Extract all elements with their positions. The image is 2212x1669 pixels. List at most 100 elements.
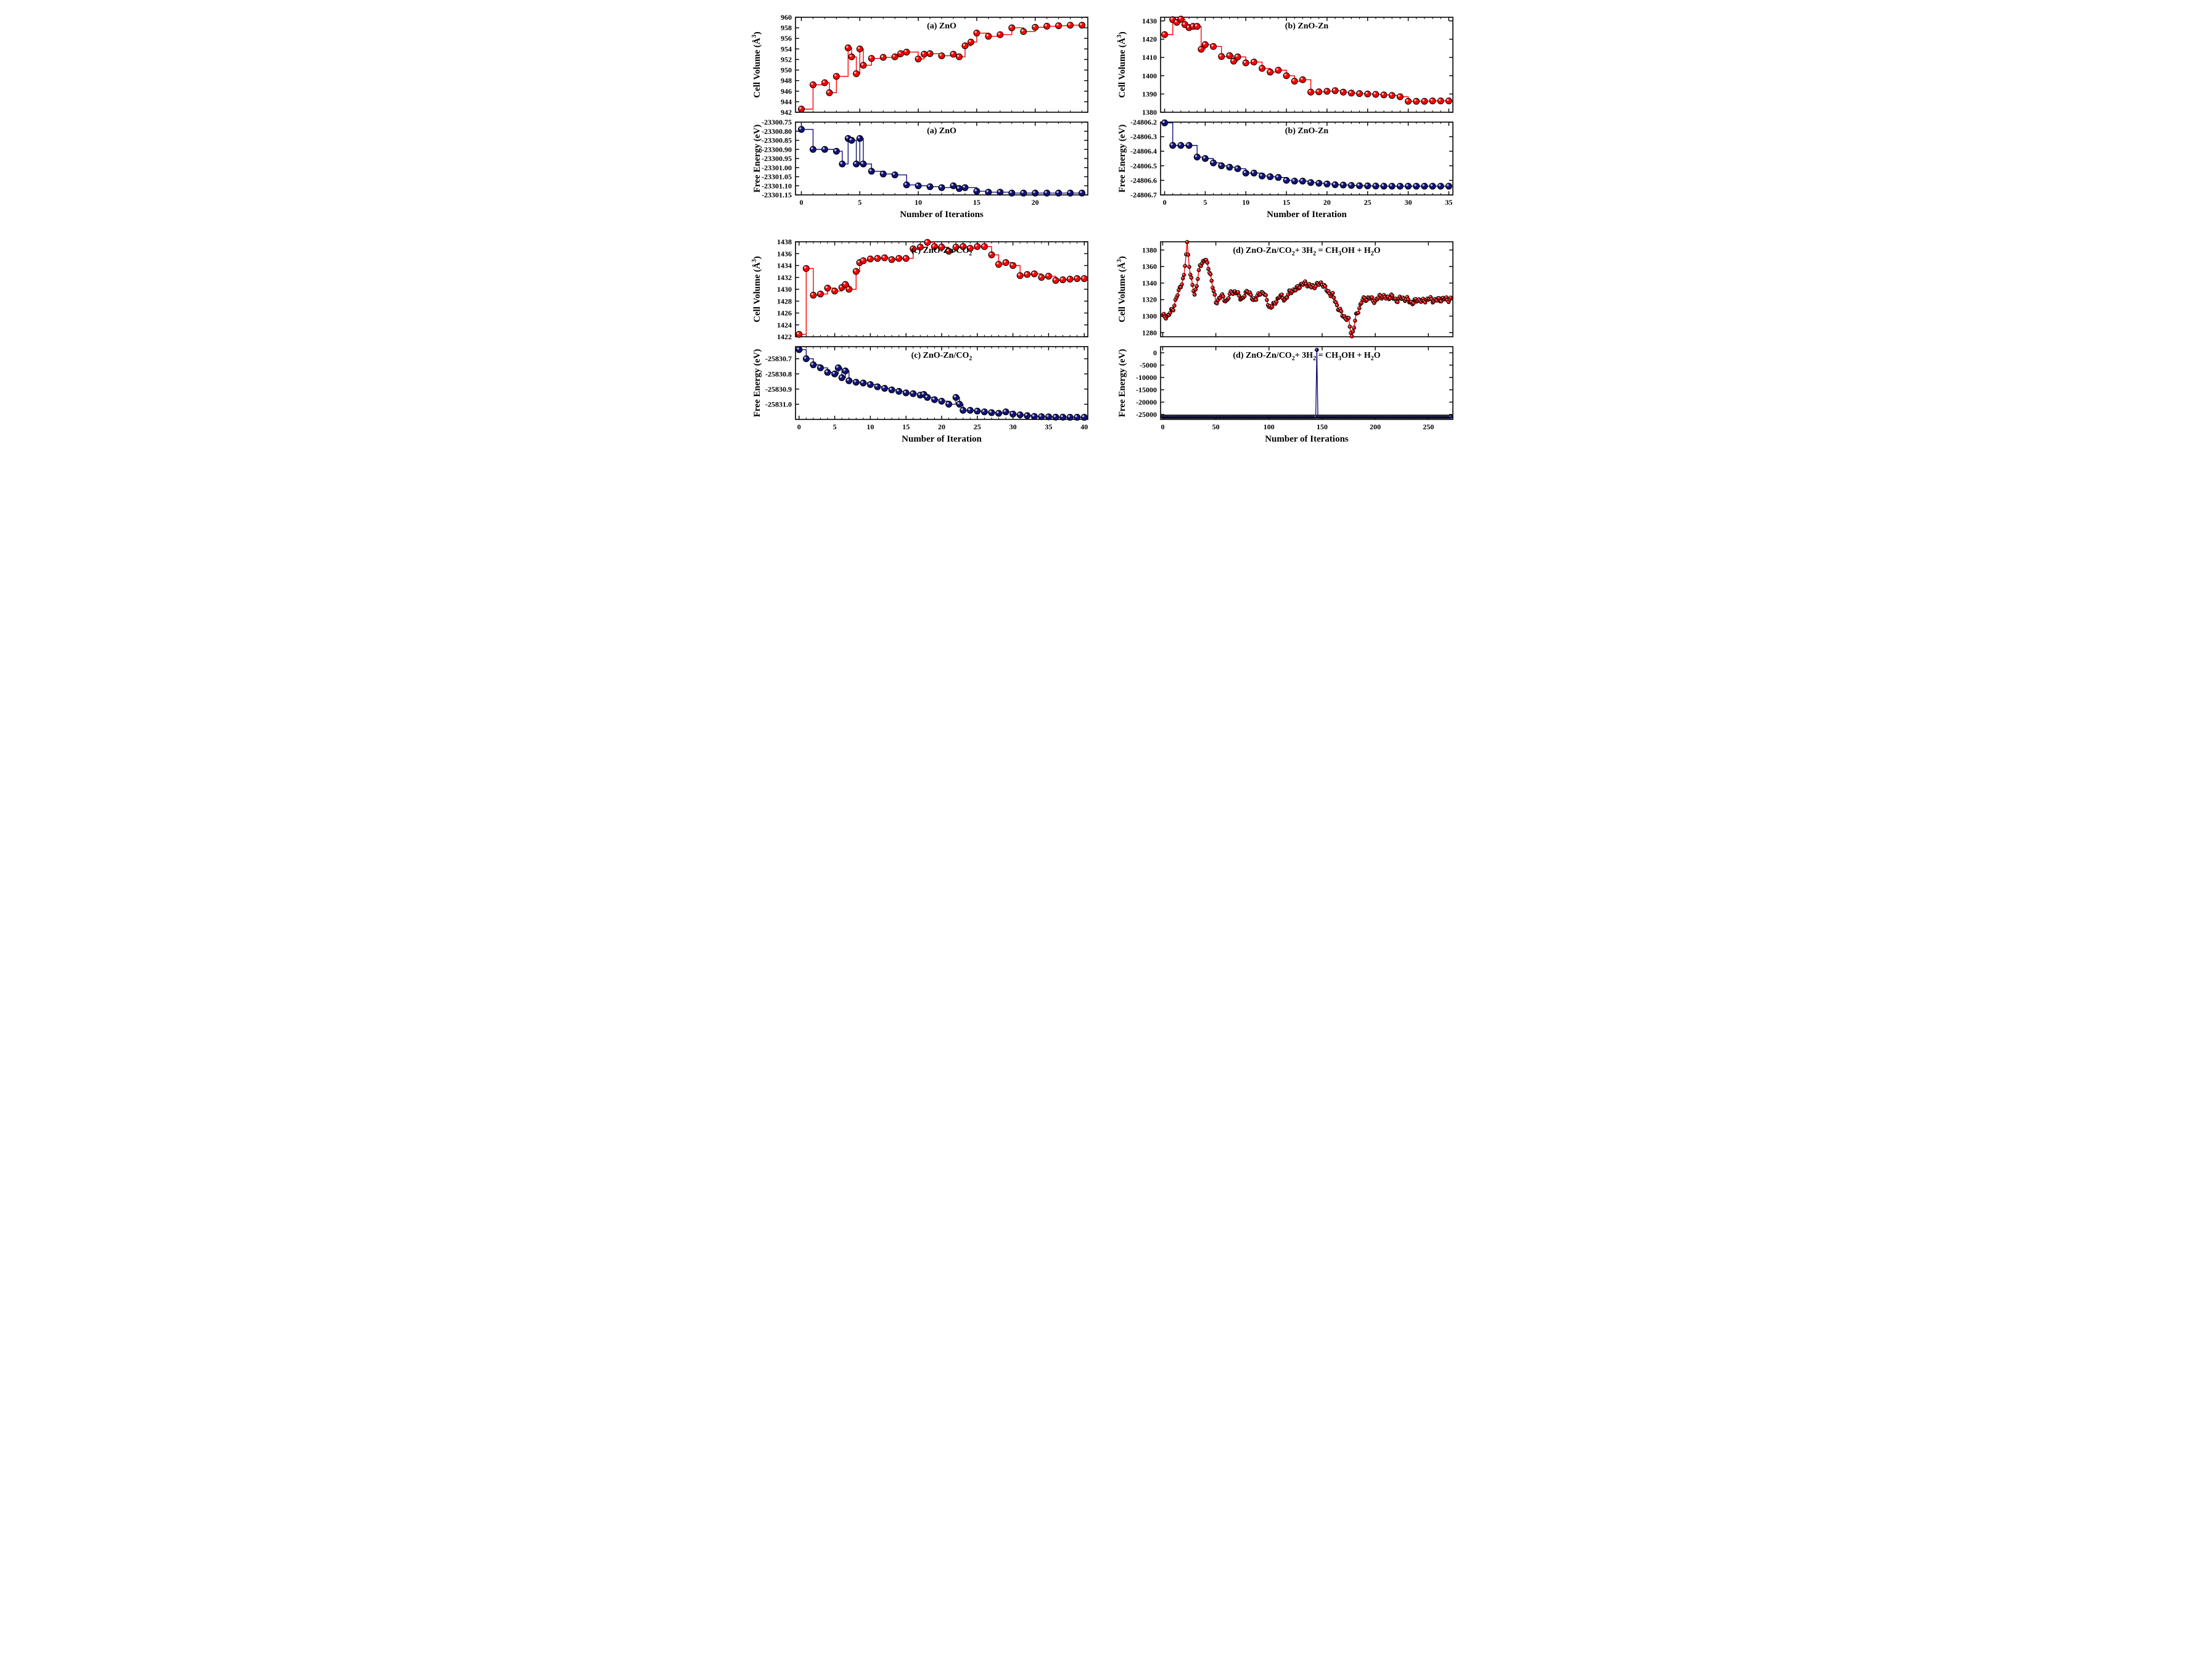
svg-text:30: 30: [1404, 198, 1412, 207]
svg-text:Cell Volume (Å3): Cell Volume (Å3): [751, 256, 762, 323]
svg-text:(d) ZnO-Zn/CO2+ 3H2 = CH3OH +: (d) ZnO-Zn/CO2+ 3H2 = CH3OH + H2O: [1233, 246, 1380, 257]
svg-text:10: 10: [866, 422, 874, 431]
svg-text:-23300.95: -23300.95: [762, 154, 792, 163]
svg-text:Number of Iteration: Number of Iteration: [902, 434, 982, 444]
svg-text:1430: 1430: [1142, 17, 1157, 25]
svg-text:20: 20: [1031, 198, 1038, 207]
svg-text:25: 25: [973, 422, 981, 431]
svg-text:0: 0: [1162, 198, 1166, 207]
svg-text:-25000: -25000: [1136, 410, 1157, 419]
svg-text:5: 5: [1203, 198, 1207, 207]
svg-text:(a) ZnO: (a) ZnO: [927, 126, 956, 136]
svg-text:(d) ZnO-Zn/CO2+ 3H2 = CH3OH +: (d) ZnO-Zn/CO2+ 3H2 = CH3OH + H2O: [1233, 351, 1380, 362]
svg-text:-24806.7: -24806.7: [1130, 191, 1157, 199]
svg-text:-24806.5: -24806.5: [1130, 162, 1157, 170]
chart-d-energy: -25000-20000-15000-10000-500000501001502…: [1114, 342, 1464, 447]
svg-text:950: 950: [781, 66, 792, 75]
chart-b-volume: 138013901400141014201430(b) ZnO-ZnCell V…: [1114, 12, 1464, 117]
svg-text:-15000: -15000: [1136, 385, 1157, 394]
svg-text:30: 30: [1009, 422, 1016, 431]
svg-text:20: 20: [938, 422, 945, 431]
panel-a: 942 944946 948950 952 954956 958960 (a) ZnO Cel…: [749, 12, 1099, 222]
svg-text:1410: 1410: [1142, 53, 1157, 62]
svg-text:0: 0: [1161, 422, 1164, 431]
chart-b-energy: -24806.7 -24806.6 -24806.5 -24806.4 -24806.3…: [1114, 117, 1464, 222]
svg-text:50: 50: [1212, 422, 1219, 431]
svg-text:Free Energy (eV): Free Energy (eV): [1117, 349, 1127, 418]
svg-text:0: 0: [797, 422, 800, 431]
svg-text:Number of Iterations: Number of Iterations: [900, 210, 984, 220]
svg-text:150: 150: [1316, 422, 1327, 431]
svg-text:Free Energy (eV): Free Energy (eV): [752, 349, 762, 418]
svg-text:250: 250: [1423, 422, 1434, 431]
svg-text:(c) ZnO-Zn/CO2: (c) ZnO-Zn/CO2: [911, 351, 972, 362]
svg-text:1424: 1424: [777, 321, 792, 329]
svg-text:Number of Iterations: Number of Iterations: [1265, 434, 1349, 444]
svg-text:1340: 1340: [1142, 279, 1157, 287]
svg-text:-25830.9: -25830.9: [765, 385, 792, 394]
svg-text:-24806.4: -24806.4: [1130, 147, 1157, 155]
chart-d-volume: 1280 1300 1320 1340 1360 1380 (d) ZnO-Zn/CO2+ …: [1114, 237, 1464, 342]
svg-text:-25831.0: -25831.0: [765, 400, 792, 408]
svg-text:200: 200: [1370, 422, 1381, 431]
svg-text:1320: 1320: [1142, 295, 1157, 304]
svg-text:-23301.05: -23301.05: [762, 173, 792, 181]
svg-text:1400: 1400: [1142, 72, 1157, 80]
svg-text:40: 40: [1080, 422, 1088, 431]
panel-b: 138013901400141014201430(b) ZnO-ZnCell V…: [1114, 12, 1464, 222]
svg-text:100: 100: [1263, 422, 1274, 431]
svg-text:-23301.15: -23301.15: [762, 191, 792, 199]
svg-text:-23300.85: -23300.85: [762, 136, 792, 145]
svg-text:942: 942: [781, 108, 792, 117]
svg-text:Cell Volume (Å3): Cell Volume (Å3): [1116, 256, 1127, 323]
svg-text:10: 10: [915, 198, 922, 207]
svg-text:954: 954: [781, 44, 792, 53]
svg-text:5: 5: [858, 198, 861, 207]
svg-text:(b) ZnO-Zn: (b) ZnO-Zn: [1285, 22, 1328, 31]
svg-text:-23300.75: -23300.75: [762, 118, 792, 126]
svg-text:1436: 1436: [777, 249, 792, 258]
svg-text:1430: 1430: [777, 285, 792, 294]
svg-text:952: 952: [781, 55, 792, 64]
chart-a-energy: -23301.15-23301.10-23301.05-23301.00-233…: [749, 117, 1099, 222]
svg-text:15: 15: [972, 198, 980, 207]
svg-text:958: 958: [781, 23, 792, 32]
svg-text:960: 960: [781, 13, 792, 22]
svg-text:Free Energy (eV): Free Energy (eV): [752, 125, 762, 193]
svg-text:-25830.7: -25830.7: [765, 355, 792, 363]
chart-c-volume: 142214241426142814301432143414361438(c) …: [749, 237, 1099, 342]
chart-a-volume: 942 944946 948950 952 954956 958960 (a) ZnO Cel…: [749, 12, 1099, 117]
svg-text:948: 948: [781, 76, 792, 85]
svg-text:1300: 1300: [1142, 312, 1157, 321]
svg-text:956: 956: [781, 34, 792, 43]
svg-text:Number of Iteration: Number of Iteration: [1267, 210, 1347, 220]
svg-text:15: 15: [902, 422, 910, 431]
svg-text:(b) ZnO-Zn: (b) ZnO-Zn: [1285, 126, 1328, 136]
svg-text:1426: 1426: [777, 309, 792, 318]
svg-text:5: 5: [833, 422, 836, 431]
svg-text:15: 15: [1283, 198, 1290, 207]
svg-text:Cell Volume (Å3): Cell Volume (Å3): [1116, 31, 1127, 98]
svg-text:1428: 1428: [777, 297, 792, 305]
panel-c: 142214241426142814301432143414361438(c) …: [749, 237, 1099, 447]
svg-text:1422: 1422: [777, 332, 792, 341]
svg-text:-20000: -20000: [1136, 398, 1157, 406]
svg-text:1380: 1380: [1142, 108, 1157, 117]
svg-text:0: 0: [799, 198, 803, 207]
svg-text:1280: 1280: [1142, 328, 1157, 337]
svg-text:1360: 1360: [1142, 262, 1157, 271]
svg-text:(c) ZnO-Zn/CO2: (c) ZnO-Zn/CO2: [911, 246, 972, 257]
svg-text:944: 944: [781, 97, 792, 106]
svg-text:-24806.6: -24806.6: [1130, 176, 1157, 184]
svg-text:-10000: -10000: [1136, 373, 1157, 382]
chart-c-energy: -25831.0-25830.9-25830.8-25830.705101520…: [749, 342, 1099, 447]
svg-text:946: 946: [781, 87, 792, 96]
svg-text:1432: 1432: [777, 273, 792, 282]
svg-text:25: 25: [1363, 198, 1371, 207]
svg-text:(a) ZnO: (a) ZnO: [927, 22, 956, 31]
svg-text:Cell Volume (Å3): Cell Volume (Å3): [751, 31, 762, 98]
svg-text:-24806.2: -24806.2: [1130, 118, 1157, 126]
svg-text:35: 35: [1445, 198, 1452, 207]
svg-text:-24806.3: -24806.3: [1130, 133, 1157, 141]
svg-text:1380: 1380: [1142, 245, 1157, 254]
